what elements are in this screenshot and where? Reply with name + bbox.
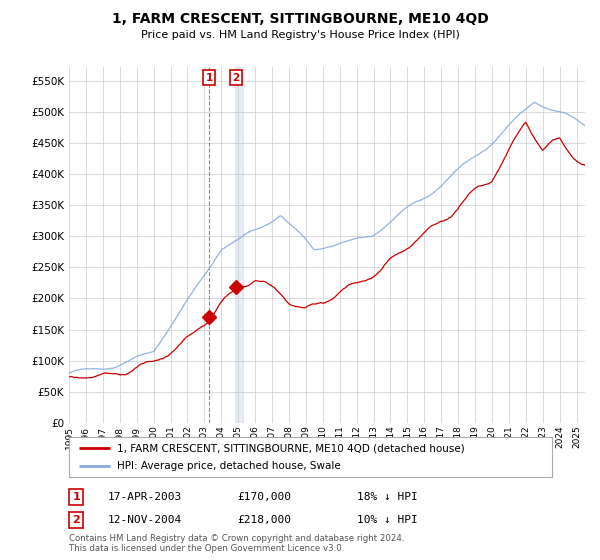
Text: 12-NOV-2004: 12-NOV-2004 [108,515,182,525]
Text: 1, FARM CRESCENT, SITTINGBOURNE, ME10 4QD: 1, FARM CRESCENT, SITTINGBOURNE, ME10 4Q… [112,12,488,26]
Text: 17-APR-2003: 17-APR-2003 [108,492,182,502]
Text: £218,000: £218,000 [237,515,291,525]
Text: 2: 2 [73,515,80,525]
Text: 10% ↓ HPI: 10% ↓ HPI [357,515,418,525]
Text: Price paid vs. HM Land Registry's House Price Index (HPI): Price paid vs. HM Land Registry's House … [140,30,460,40]
Text: 18% ↓ HPI: 18% ↓ HPI [357,492,418,502]
Text: 1: 1 [206,73,213,82]
Text: £170,000: £170,000 [237,492,291,502]
Text: HPI: Average price, detached house, Swale: HPI: Average price, detached house, Swal… [118,461,341,471]
Text: Contains HM Land Registry data © Crown copyright and database right 2024.
This d: Contains HM Land Registry data © Crown c… [69,534,404,553]
Bar [235,67,243,423]
Text: 1: 1 [73,492,80,502]
Text: 2: 2 [232,73,239,82]
Text: 1, FARM CRESCENT, SITTINGBOURNE, ME10 4QD (detached house): 1, FARM CRESCENT, SITTINGBOURNE, ME10 4Q… [118,443,465,453]
